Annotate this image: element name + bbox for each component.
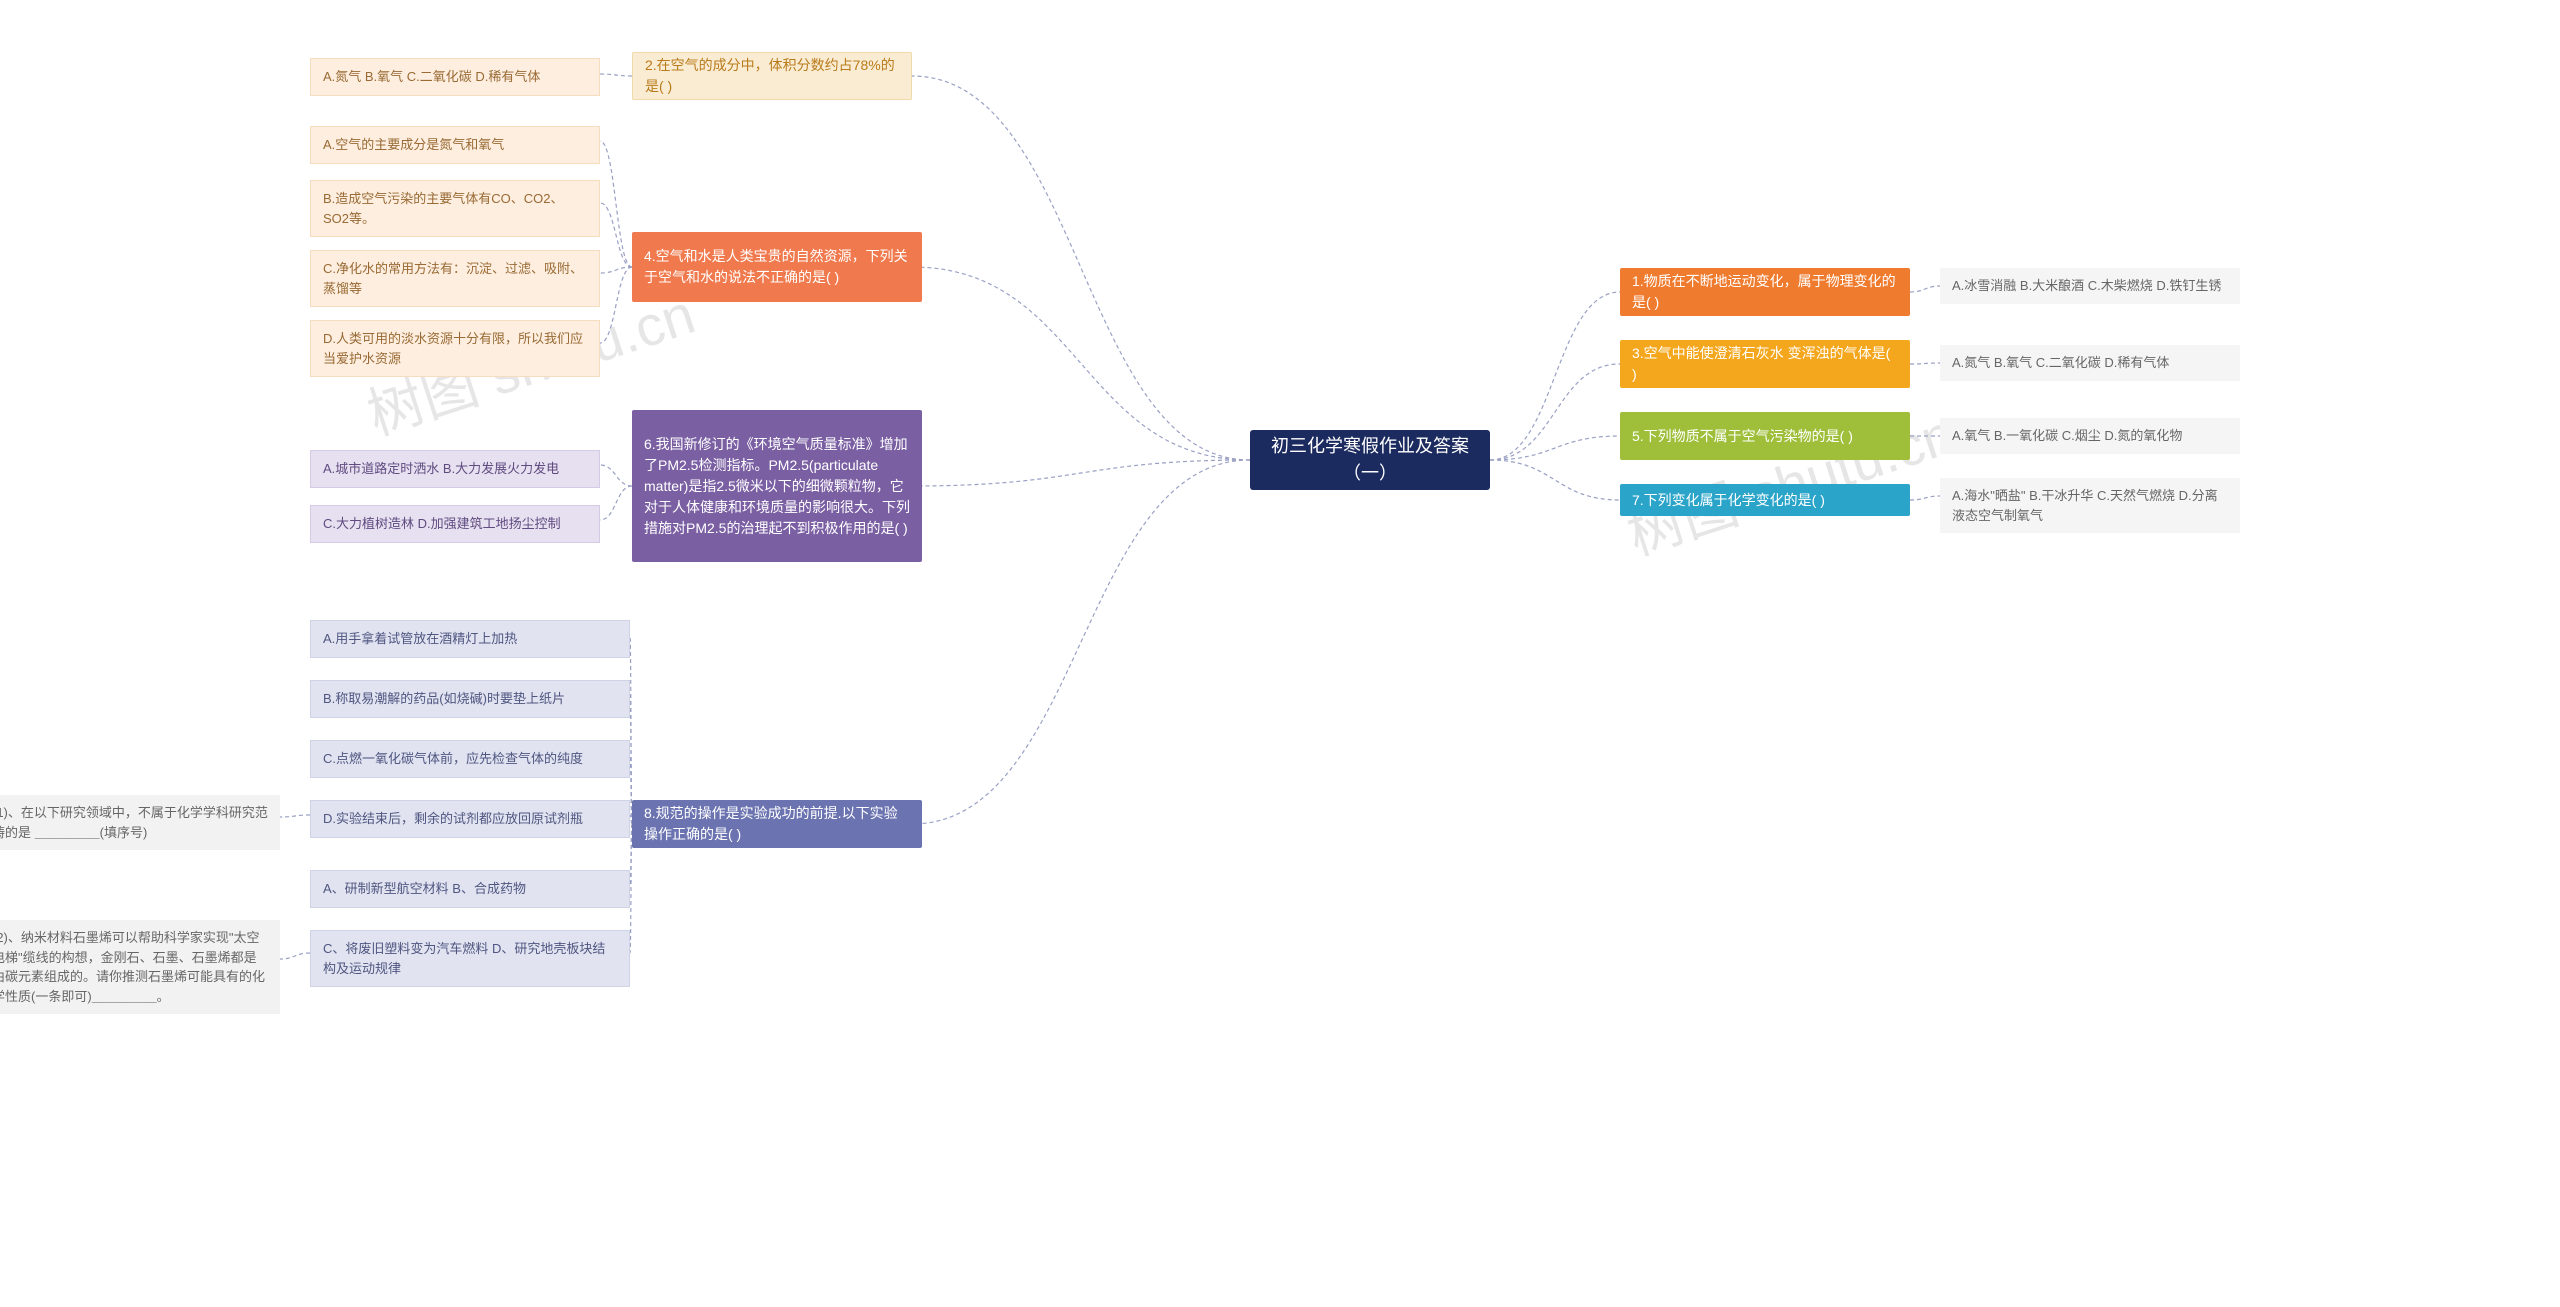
branch-q4[interactable]: 4.空气和水是人类宝贵的自然资源，下列关于空气和水的说法不正确的是( ) xyxy=(632,232,922,302)
branch-q6[interactable]: 6.我国新修订的《环境空气质量标准》增加了PM2.5检测指标。PM2.5(par… xyxy=(632,410,922,562)
branch-q2[interactable]: 2.在空气的成分中，体积分数约占78%的是( ) xyxy=(632,52,912,100)
leaf-q4-c: C.净化水的常用方法有：沉淀、过滤、吸附、蒸馏等 xyxy=(310,250,600,307)
leaf-q6-a: A.城市道路定时洒水 B.大力发展火力发电 xyxy=(310,450,600,488)
leaf-q4-b: B.造成空气污染的主要气体有CO、CO2、SO2等。 xyxy=(310,180,600,237)
leaf-q8-e: A、研制新型航空材料 B、合成药物 xyxy=(310,870,630,908)
leaf-q5-options: A.氧气 B.一氧化碳 C.烟尘 D.氮的氧化物 xyxy=(1940,418,2240,454)
leaf-q2-a: A.氮气 B.氧气 C.二氧化碳 D.稀有气体 xyxy=(310,58,600,96)
leaf-q3-options: A.氮气 B.氧气 C.二氧化碳 D.稀有气体 xyxy=(1940,345,2240,381)
leaf-q8-c: C.点燃一氧化碳气体前，应先检查气体的纯度 xyxy=(310,740,630,778)
leaf-q8-a: A.用手拿着试管放在酒精灯上加热 xyxy=(310,620,630,658)
branch-q7[interactable]: 7.下列变化属于化学变化的是( ) xyxy=(1620,484,1910,516)
leaf-q1-options: A.冰雪消融 B.大米酿酒 C.木柴燃烧 D.铁钉生锈 xyxy=(1940,268,2240,304)
root-node[interactable]: 初三化学寒假作业及答案（一） xyxy=(1250,430,1490,490)
leaf-q4-a: A.空气的主要成分是氮气和氧气 xyxy=(310,126,600,164)
branch-q8[interactable]: 8.规范的操作是实验成功的前提.以下实验操作正确的是( ) xyxy=(632,800,922,848)
leaf-q7-options: A.海水"晒盐" B.干冰升华 C.天然气燃烧 D.分离液态空气制氧气 xyxy=(1940,478,2240,533)
leaf-q8-b: B.称取易潮解的药品(如烧碱)时要垫上纸片 xyxy=(310,680,630,718)
branch-q3[interactable]: 3.空气中能使澄清石灰水 变浑浊的气体是( ) xyxy=(1620,340,1910,388)
leaf-q8-f-sub2: (2)、纳米材料石墨烯可以帮助科学家实现"太空电梯"缆线的构想，金刚石、石墨、石… xyxy=(0,920,280,1014)
leaf-q8-d: D.实验结束后，剩余的试剂都应放回原试剂瓶 xyxy=(310,800,630,838)
leaf-q4-d: D.人类可用的淡水资源十分有限，所以我们应当爱护水资源 xyxy=(310,320,600,377)
leaf-q8-f: C、将废旧塑料变为汽车燃料 D、研究地壳板块结构及运动规律 xyxy=(310,930,630,987)
branch-q5[interactable]: 5.下列物质不属于空气污染物的是( ) xyxy=(1620,412,1910,460)
leaf-q6-b: C.大力植树造林 D.加强建筑工地扬尘控制 xyxy=(310,505,600,543)
branch-q1[interactable]: 1.物质在不断地运动变化，属于物理变化的是( ) xyxy=(1620,268,1910,316)
leaf-q8-d-sub1: (1)、在以下研究领域中，不属于化学学科研究范畴的是 ＿＿＿＿＿(填序号) xyxy=(0,795,280,850)
